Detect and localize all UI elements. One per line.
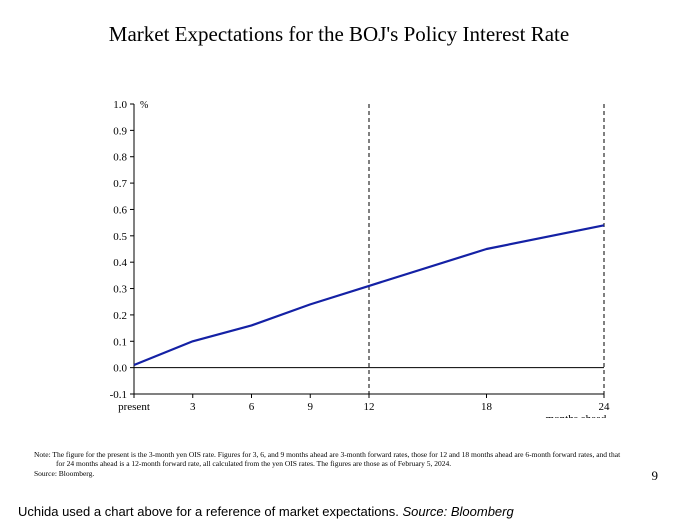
caption-text: Uchida used a chart above for a referenc… [18,504,402,519]
note-line-2: for 24 months ahead is a 12-month forwar… [34,459,644,468]
svg-text:0.8: 0.8 [113,152,127,164]
svg-text:0.1: 0.1 [113,336,127,348]
svg-text:12: 12 [364,401,375,413]
svg-text:6: 6 [249,401,255,413]
svg-text:0.5: 0.5 [113,231,127,243]
svg-text:0.4: 0.4 [113,257,127,269]
svg-text:0.2: 0.2 [113,310,127,322]
svg-text:9: 9 [308,401,314,413]
svg-text:1.0: 1.0 [113,99,127,111]
svg-text:-0.1: -0.1 [110,389,127,401]
svg-text:18: 18 [481,401,493,413]
svg-text:0.0: 0.0 [113,363,127,375]
page-number: 9 [652,468,659,484]
line-chart-svg: -0.1 0.0 0.1 0.2 0.3 0.4 0.5 0.6 0.7 0.8 0.9 1.0% pr… [100,98,620,418]
svg-text:present: present [118,401,150,413]
svg-text:0.9: 0.9 [113,125,127,137]
svg-text:0.7: 0.7 [113,178,127,190]
svg-text:months ahead: months ahead [546,413,607,418]
svg-text:24: 24 [599,401,611,413]
svg-text:%: % [140,100,148,111]
svg-text:3: 3 [190,401,196,413]
chart: -0.1 0.0 0.1 0.2 0.3 0.4 0.5 0.6 0.7 0.8 0.9 1.0% pr… [100,98,620,418]
chart-title: Market Expectations for the BOJ's Policy… [0,22,678,47]
caption: Uchida used a chart above for a referenc… [18,504,514,519]
footnote: Note: The figure for the present is the … [34,450,644,478]
caption-source: Source: Bloomberg [402,504,513,519]
svg-text:0.3: 0.3 [113,284,127,296]
note-line-1: Note: The figure for the present is the … [34,450,644,459]
note-line-3: Source: Bloomberg. [34,469,644,478]
svg-text:0.6: 0.6 [113,204,127,216]
